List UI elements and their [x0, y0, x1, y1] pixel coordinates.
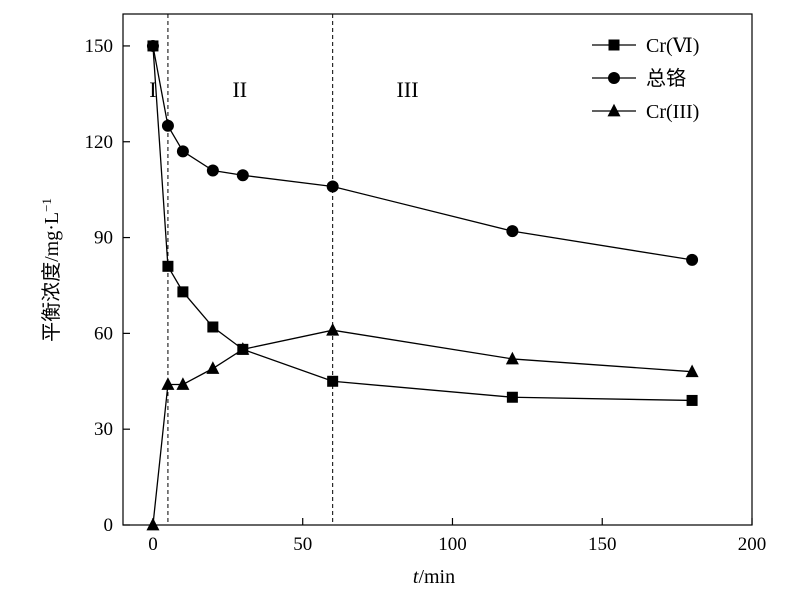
- y-tick-label: 150: [85, 36, 114, 57]
- x-tick-label: 50: [293, 534, 312, 555]
- legend-label: 总铬: [646, 67, 686, 90]
- series-square: [147, 40, 698, 406]
- y-tick-label: 120: [85, 132, 114, 153]
- legend-marker: [608, 72, 620, 84]
- data-point: [326, 322, 340, 336]
- data-point: [686, 253, 699, 266]
- x-tick-label: 100: [438, 534, 467, 555]
- data-point: [506, 225, 519, 238]
- legend-marker: [608, 39, 620, 51]
- x-tick-label: 200: [738, 534, 767, 555]
- legend-item: Cr(III): [592, 101, 699, 123]
- region-dividers: [167, 14, 334, 525]
- data-point: [685, 364, 699, 378]
- legend-label: Cr(III): [646, 101, 699, 123]
- legend-label: Cr(Ⅵ): [646, 35, 699, 57]
- data-point: [177, 286, 189, 298]
- region-label: III: [397, 77, 419, 102]
- region-label: I: [149, 77, 156, 102]
- legend-marker: [607, 103, 621, 117]
- region-label: II: [232, 77, 247, 102]
- series-line: [152, 329, 693, 526]
- y-axis-title-sup: −1: [39, 198, 54, 212]
- y-tick-label: 90: [94, 228, 113, 249]
- data-point: [176, 377, 190, 390]
- y-axis-title: 平衡浓度/mg·L−1: [39, 198, 64, 342]
- data-point: [161, 119, 174, 132]
- region-labels: I II III: [149, 77, 418, 102]
- data-point: [236, 169, 249, 182]
- plot-frame: [122, 13, 753, 526]
- data-point: [146, 39, 159, 52]
- data-point: [176, 145, 189, 158]
- y-tick-label: 30: [94, 419, 113, 440]
- data-point: [162, 260, 174, 272]
- y-axis-title-text: 平衡浓度/mg·L: [40, 212, 63, 342]
- data-point: [506, 391, 518, 403]
- data-point: [327, 375, 339, 387]
- x-axis-title-unit: /min: [418, 566, 455, 588]
- axis-titles: t/min 平衡浓度/mg·L−1: [39, 198, 456, 588]
- y-tick-label: 0: [104, 515, 114, 536]
- x-tick-label: 150: [588, 534, 617, 555]
- data-series: [146, 39, 699, 531]
- legend: Cr(Ⅵ) 总铬 Cr(III): [592, 35, 699, 123]
- plot-border: [122, 13, 753, 526]
- data-point: [326, 180, 339, 193]
- data-point: [686, 394, 698, 406]
- axis-ticks: 0 50 100 150 200 0 30 60 90 120 150: [85, 36, 767, 555]
- legend-item: Cr(Ⅵ): [592, 35, 699, 57]
- data-point: [236, 342, 250, 355]
- series-triangle: [146, 322, 699, 531]
- x-tick-label: 0: [148, 534, 158, 555]
- x-axis-title: t/min: [413, 566, 455, 588]
- y-tick-label: 60: [94, 323, 113, 344]
- data-point: [207, 321, 219, 333]
- data-point: [161, 377, 175, 390]
- legend-item: 总铬: [592, 67, 686, 90]
- x-axis-title-var: t: [413, 566, 419, 588]
- data-point: [206, 361, 220, 374]
- series-circle: [146, 39, 699, 266]
- data-point: [505, 351, 519, 365]
- data-point: [206, 164, 219, 177]
